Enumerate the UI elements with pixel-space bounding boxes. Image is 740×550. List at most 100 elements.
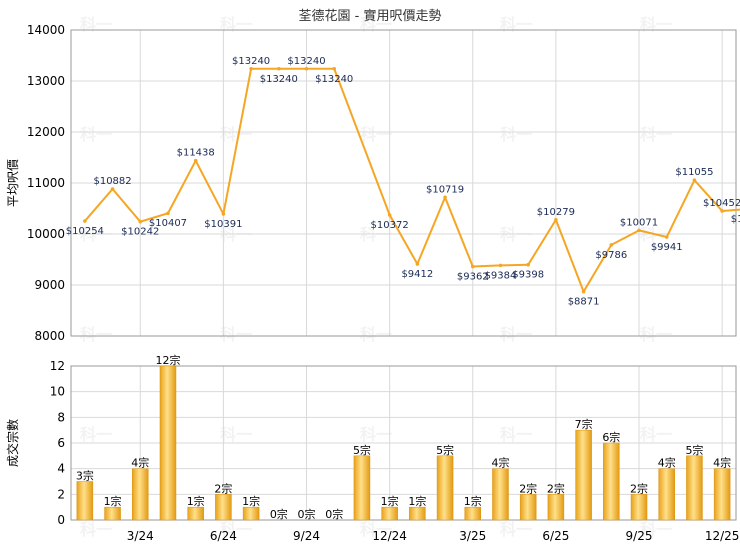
volume-bar-label: 7宗 xyxy=(575,417,593,431)
watermark-text: 科一 xyxy=(640,125,672,144)
volume-bar-label: 2宗 xyxy=(547,481,565,495)
price-tick-label: 14000 xyxy=(27,23,65,37)
price-point xyxy=(415,262,420,266)
volume-axis-label: 成交宗數 xyxy=(5,419,20,467)
watermark-text: 科一 xyxy=(80,520,112,539)
price-line-segment xyxy=(665,179,696,238)
price-line-segment xyxy=(554,219,585,292)
price-point xyxy=(387,213,392,217)
price-tick-label: 9000 xyxy=(34,278,65,292)
price-line-segment xyxy=(472,264,501,268)
price-point xyxy=(581,289,586,294)
x-tick-label: 6/25 xyxy=(542,529,569,543)
price-line-segment xyxy=(388,214,419,265)
price-line-segment xyxy=(139,212,169,223)
price-line-segment xyxy=(722,208,740,212)
price-data-label: $8871 xyxy=(568,297,600,308)
price-data-label: $10407 xyxy=(149,218,187,229)
price-line-segment xyxy=(610,229,640,246)
watermark-text: 科一 xyxy=(360,325,392,344)
price-data-label: $9398 xyxy=(512,270,544,281)
volume-tick-label: 12 xyxy=(50,359,65,373)
volume-bar xyxy=(104,506,121,521)
volume-bar xyxy=(547,494,565,521)
data-labels: $10254 $10882 $10242$10407 $11438 $10391 $132… xyxy=(66,56,740,308)
volume-bar-label: 5宗 xyxy=(685,443,703,457)
volume-bar xyxy=(242,506,260,521)
price-point xyxy=(304,66,309,71)
volume-bar xyxy=(492,468,509,521)
volume-bar-label: 4宗 xyxy=(491,456,509,470)
volume-bar xyxy=(713,468,731,521)
price-point xyxy=(110,187,115,191)
price-data-label: $11438 xyxy=(177,148,215,159)
volume-bar xyxy=(575,429,592,521)
price-point xyxy=(138,219,143,224)
volume-bar-label: 5宗 xyxy=(436,443,454,457)
price-line-segment xyxy=(167,160,197,214)
price-line-segment xyxy=(84,188,114,222)
watermark-text: 科一 xyxy=(220,125,252,144)
price-data-label: $9786 xyxy=(595,250,627,261)
price-data-label: $10452 xyxy=(703,198,740,209)
volume-bar-label: 2宗 xyxy=(214,481,232,495)
price-data-label: $10391 xyxy=(204,219,242,230)
price-data-label: $10279 xyxy=(537,207,575,218)
price-point xyxy=(609,243,614,247)
volume-bar xyxy=(686,455,703,521)
watermark-text: 科一 xyxy=(500,125,532,144)
volume-bar-label: 4宗 xyxy=(658,456,676,470)
volume-tick-label: 8 xyxy=(57,410,65,424)
volume-bar xyxy=(464,506,482,521)
watermark-text: 科一 xyxy=(640,520,672,539)
volume-bar-label: 0宗 xyxy=(298,507,316,521)
x-tick-label: 9/25 xyxy=(626,529,653,543)
watermark-text: 科一 xyxy=(360,125,392,144)
price-point xyxy=(221,212,226,216)
watermark-text: 科一 xyxy=(80,15,112,34)
price-data-label: $11055 xyxy=(675,167,713,178)
price-tick-label: 13000 xyxy=(27,74,65,88)
watermark-text: 科一 xyxy=(360,425,392,444)
watermark-text: 科一 xyxy=(220,425,252,444)
x-tick-label: 12/25 xyxy=(705,529,740,543)
price-point xyxy=(470,264,475,269)
volume-bar xyxy=(132,468,149,521)
volume-tick-label: 2 xyxy=(57,487,65,501)
volume-bar-label: 4宗 xyxy=(713,456,731,470)
price-line-segment xyxy=(222,68,253,215)
x-tick-label: 9/24 xyxy=(293,529,320,543)
price-point xyxy=(498,263,503,268)
watermark-text: 科一 xyxy=(360,15,392,34)
price-point xyxy=(637,228,641,233)
chart-title: 荃德花園 - 實用呎價走勢 xyxy=(299,8,442,24)
price-data-label: $9362 xyxy=(457,272,489,283)
volume-bar-label: 1宗 xyxy=(104,494,122,508)
price-data-label: $10372 xyxy=(371,220,409,231)
price-line-segment xyxy=(638,229,667,238)
price-line-series xyxy=(83,66,740,294)
volume-tick-label: 6 xyxy=(57,436,65,450)
watermark-text: 科一 xyxy=(640,325,672,344)
volume-plot-frame xyxy=(70,365,737,521)
price-point xyxy=(554,217,558,222)
x-tick-label: 12/24 xyxy=(372,529,407,543)
x-tick-label: 6/24 xyxy=(210,529,237,543)
price-point xyxy=(443,195,447,200)
price-data-label: $10254 xyxy=(66,226,104,237)
watermark-text: 科一 xyxy=(640,425,672,444)
watermark-text: 科一 xyxy=(500,325,532,344)
volume-bar xyxy=(519,494,537,521)
price-data-label: $9941 xyxy=(651,242,683,253)
watermark-text: 科一 xyxy=(80,325,112,344)
price-point xyxy=(720,209,724,213)
watermark-text: 科一 xyxy=(500,520,532,539)
x-tick-label: 3/25 xyxy=(459,529,486,543)
price-point xyxy=(193,158,198,163)
watermark-text: 科一 xyxy=(220,325,252,344)
volume-bar-label: 3宗 xyxy=(76,469,94,483)
price-line-segment xyxy=(194,160,225,215)
volume-tick-label: 10 xyxy=(50,385,65,399)
price-tick-label: 8000 xyxy=(34,329,65,343)
